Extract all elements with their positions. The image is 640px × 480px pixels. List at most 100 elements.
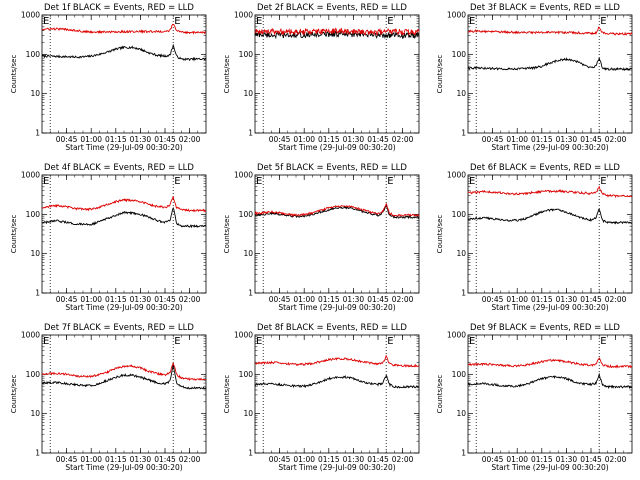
event-marker-label: E	[600, 176, 606, 187]
x-tick-label: 01:00	[80, 135, 102, 144]
x-tick-label: 01:45	[154, 295, 176, 304]
y-tick-label: 1000	[21, 11, 40, 20]
y-tick-label: 10	[456, 89, 466, 98]
detector-panel-2: Det 2f BLACK = Events, RED = LLD 1 10 100 10…	[223, 3, 420, 152]
x-tick-label: 01:00	[80, 455, 102, 464]
x-tick-label: 00:45	[482, 295, 504, 304]
series-line-lld	[254, 354, 420, 368]
plot-frame	[254, 174, 420, 294]
y-tick-label: 100	[26, 50, 41, 59]
panel-title: Det 1f BLACK = Events, RED = LLD	[44, 3, 194, 13]
y-tick-label: 1	[35, 449, 40, 458]
series-line-lld	[41, 362, 206, 382]
x-tick-label: 00:45	[482, 135, 504, 144]
detector-panel-5: Det 5f BLACK = Events, RED = LLD 1 10 100 10…	[223, 163, 420, 312]
y-tick-label: 100	[26, 210, 41, 219]
x-tick-label: 01:00	[506, 135, 528, 144]
y-tick-label: 1000	[447, 171, 466, 180]
x-tick-label: 01:15	[318, 295, 340, 304]
x-axis-label: Start Time (29-Jul-09 00:30:20)	[65, 463, 182, 472]
y-axis-label: Counts/sec	[10, 215, 18, 254]
x-tick-label: 01:15	[318, 455, 340, 464]
x-tick-label: 01:45	[580, 135, 602, 144]
y-tick-label: 1	[461, 129, 466, 138]
plot-frame	[41, 174, 207, 294]
x-tick-label: 00:45	[56, 295, 78, 304]
x-tick-label: 00:45	[56, 135, 78, 144]
event-marker-label: E	[256, 336, 262, 347]
x-tick-label: 01:45	[580, 295, 602, 304]
x-tick-label: 01:30	[130, 295, 152, 304]
x-axis-label: Start Time (29-Jul-09 00:30:20)	[491, 143, 608, 152]
x-tick-label: 02:00	[179, 295, 201, 304]
event-marker-label: E	[43, 176, 49, 187]
event-marker-label: E	[174, 176, 180, 187]
series-line-events	[254, 374, 420, 389]
event-marker-label: E	[256, 16, 262, 27]
y-tick-label: 10	[30, 409, 40, 418]
x-axis-label: Start Time (29-Jul-09 00:30:20)	[278, 303, 395, 312]
x-tick-label: 00:45	[269, 455, 291, 464]
y-tick-label: 100	[239, 50, 254, 59]
y-tick-label: 1000	[21, 331, 40, 340]
x-tick-label: 02:00	[392, 455, 414, 464]
y-axis-label: Counts/sec	[436, 375, 444, 414]
y-tick-label: 10	[243, 89, 253, 98]
y-axis-label: Counts/sec	[436, 55, 444, 94]
y-tick-label: 1000	[234, 171, 253, 180]
y-axis-label: Counts/sec	[223, 375, 231, 414]
series-line-events	[467, 208, 632, 225]
event-marker-label: E	[387, 16, 393, 27]
detector-panel-4: Det 4f BLACK = Events, RED = LLD 1 10 100 10…	[10, 163, 207, 312]
x-tick-label: 01:30	[556, 135, 578, 144]
event-marker-label: E	[43, 16, 49, 27]
event-marker-label: E	[469, 336, 475, 347]
event-marker-label: E	[174, 16, 180, 27]
x-tick-label: 01:45	[367, 295, 389, 304]
y-tick-label: 1	[461, 289, 466, 298]
series-line-lld	[41, 23, 206, 35]
event-marker-label: E	[469, 176, 475, 187]
x-tick-label: 01:30	[556, 295, 578, 304]
x-tick-label: 01:30	[343, 295, 365, 304]
y-tick-label: 10	[243, 249, 253, 258]
series-line-events	[41, 363, 207, 390]
panel-title: Det 8f BLACK = Events, RED = LLD	[257, 323, 407, 333]
plot-frame	[41, 334, 207, 454]
y-tick-label: 1000	[447, 331, 466, 340]
event-marker-label: E	[387, 176, 393, 187]
x-tick-label: 01:45	[367, 455, 389, 464]
x-tick-label: 02:00	[179, 455, 201, 464]
x-tick-label: 01:00	[293, 295, 315, 304]
panel-title: Det 5f BLACK = Events, RED = LLD	[257, 163, 407, 173]
x-tick-label: 01:00	[80, 295, 102, 304]
x-tick-label: 01:45	[367, 135, 389, 144]
detector-panel-8: Det 8f BLACK = Events, RED = LLD 1 10 100 10…	[223, 323, 420, 472]
y-tick-label: 10	[30, 89, 40, 98]
series-line-lld	[41, 196, 206, 213]
x-tick-label: 01:15	[105, 135, 127, 144]
event-marker-label: E	[43, 336, 49, 347]
y-tick-label: 100	[239, 210, 254, 219]
y-tick-label: 1000	[234, 11, 253, 20]
event-marker-label: E	[256, 176, 262, 187]
series-line-lld	[467, 26, 633, 36]
x-tick-label: 02:00	[392, 295, 414, 304]
x-tick-label: 01:15	[531, 295, 553, 304]
x-tick-label: 00:45	[482, 455, 504, 464]
y-tick-label: 1	[461, 449, 466, 458]
x-tick-label: 01:15	[318, 135, 340, 144]
y-axis-label: Counts/sec	[10, 375, 18, 414]
x-tick-label: 01:00	[506, 295, 528, 304]
series-line-events	[467, 57, 633, 72]
x-tick-label: 01:15	[531, 135, 553, 144]
y-tick-label: 1	[248, 129, 253, 138]
x-tick-label: 01:15	[531, 455, 553, 464]
event-marker-label: E	[174, 336, 180, 347]
event-marker-label: E	[469, 16, 475, 27]
y-tick-label: 100	[452, 210, 467, 219]
detector-panel-1: Det 1f BLACK = Events, RED = LLD 1 10 100 10…	[10, 3, 207, 152]
x-tick-label: 01:30	[130, 455, 152, 464]
